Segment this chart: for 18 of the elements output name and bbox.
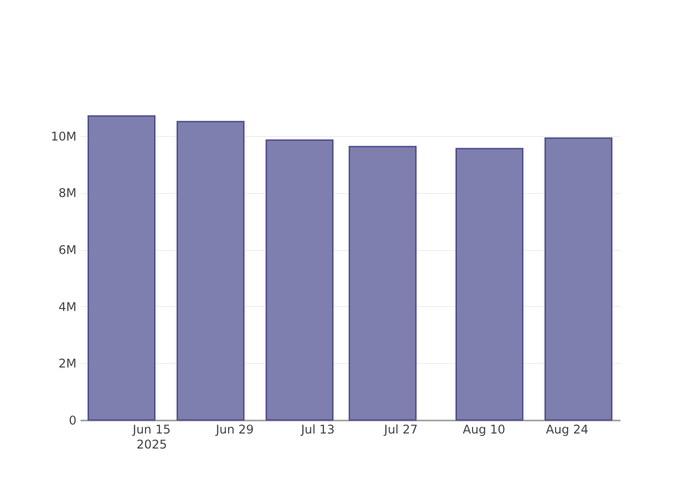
x-tick-label: Aug 24 [546,422,588,436]
y-tick-label: 10M [50,129,76,144]
bar [348,146,417,421]
y-tick-label: 8M [58,186,76,200]
bar [544,137,612,421]
x-tick-label: Jul 13 [300,422,335,436]
x-tick-label: Jun 29 [214,422,254,436]
y-tick-label: 4M [58,300,76,314]
bar [88,115,156,421]
x-tick-label: Aug 10 [462,422,506,436]
y-tick-label: 0 [68,414,76,428]
x-tick-label: Jul 27 [383,422,418,436]
x-tick-label: Jun 15 2025 [132,422,171,452]
y-tick-label: 6M [58,243,76,258]
bar [176,120,245,421]
bar [266,139,334,421]
bar [455,148,524,421]
y-tick-label: 2M [58,356,76,371]
